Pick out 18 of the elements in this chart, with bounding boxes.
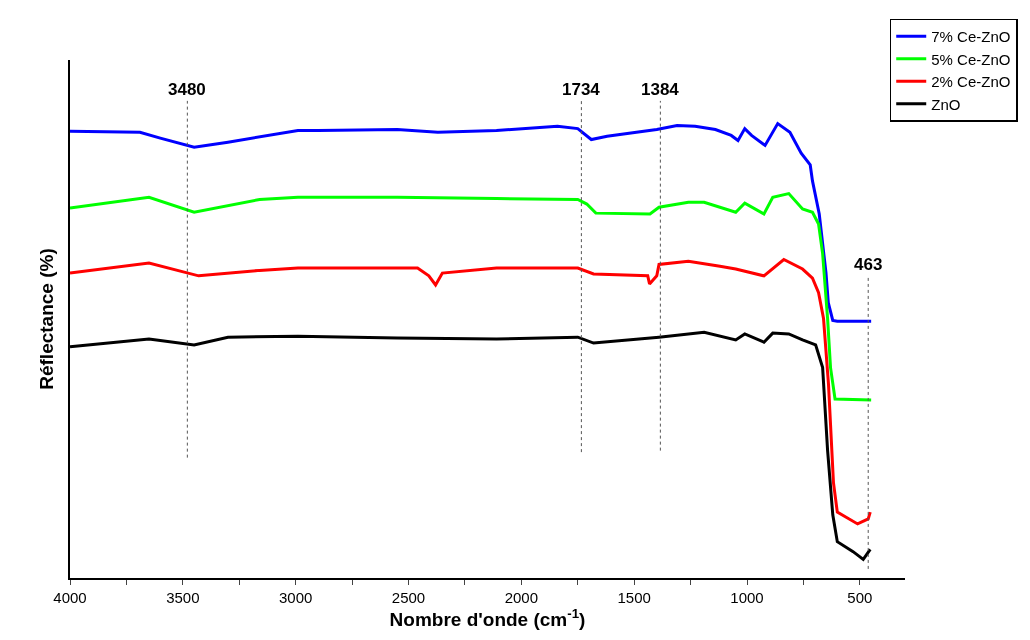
ref-line-label: 1384: [641, 80, 680, 99]
x-tick-label: 4000: [53, 588, 87, 606]
x-tick-label: 500: [847, 588, 873, 606]
ref-line-label: 3480: [168, 80, 206, 99]
legend-label: 7% Ce-ZnO: [931, 28, 1011, 46]
x-tick-label: 3500: [166, 588, 200, 606]
legend-label: 5% Ce-ZnO: [931, 50, 1011, 68]
y-axis-title: Réflectance (%): [35, 248, 57, 390]
ref-line-label: 1734: [562, 80, 601, 99]
x-tick-label: 2500: [391, 588, 426, 606]
x-tick-label: 1500: [617, 588, 651, 606]
x-tick-label: 1000: [730, 588, 764, 606]
x-tick-label: 2000: [504, 588, 539, 606]
legend-label: ZnO: [931, 95, 961, 113]
x-axis-title: Nombre d'onde (cm$^{-1}$): [389, 605, 586, 630]
ref-line-label: 463: [854, 255, 883, 274]
x-tick-label: 3000: [278, 588, 313, 606]
legend-label: 2% Ce-ZnO: [931, 73, 1011, 91]
